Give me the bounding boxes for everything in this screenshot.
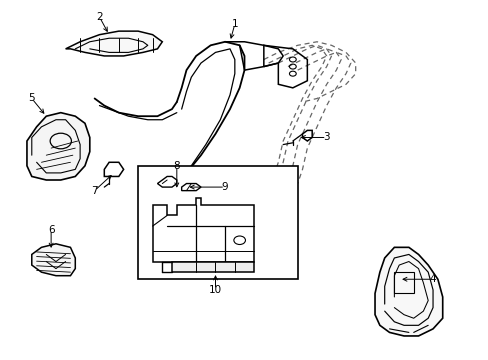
Bar bbox=[138, 166, 297, 279]
Polygon shape bbox=[172, 261, 254, 272]
Text: 3: 3 bbox=[323, 132, 329, 143]
Polygon shape bbox=[65, 31, 162, 56]
Text: 8: 8 bbox=[173, 161, 180, 171]
Polygon shape bbox=[27, 113, 90, 180]
Text: 4: 4 bbox=[429, 274, 435, 284]
Polygon shape bbox=[32, 244, 75, 276]
Text: 5: 5 bbox=[28, 94, 35, 103]
Text: 2: 2 bbox=[96, 12, 102, 22]
Text: 10: 10 bbox=[208, 285, 222, 295]
Text: 6: 6 bbox=[48, 225, 54, 235]
Text: 1: 1 bbox=[231, 19, 238, 29]
Text: 9: 9 bbox=[222, 182, 228, 192]
Polygon shape bbox=[374, 247, 442, 336]
Text: 7: 7 bbox=[91, 186, 98, 195]
